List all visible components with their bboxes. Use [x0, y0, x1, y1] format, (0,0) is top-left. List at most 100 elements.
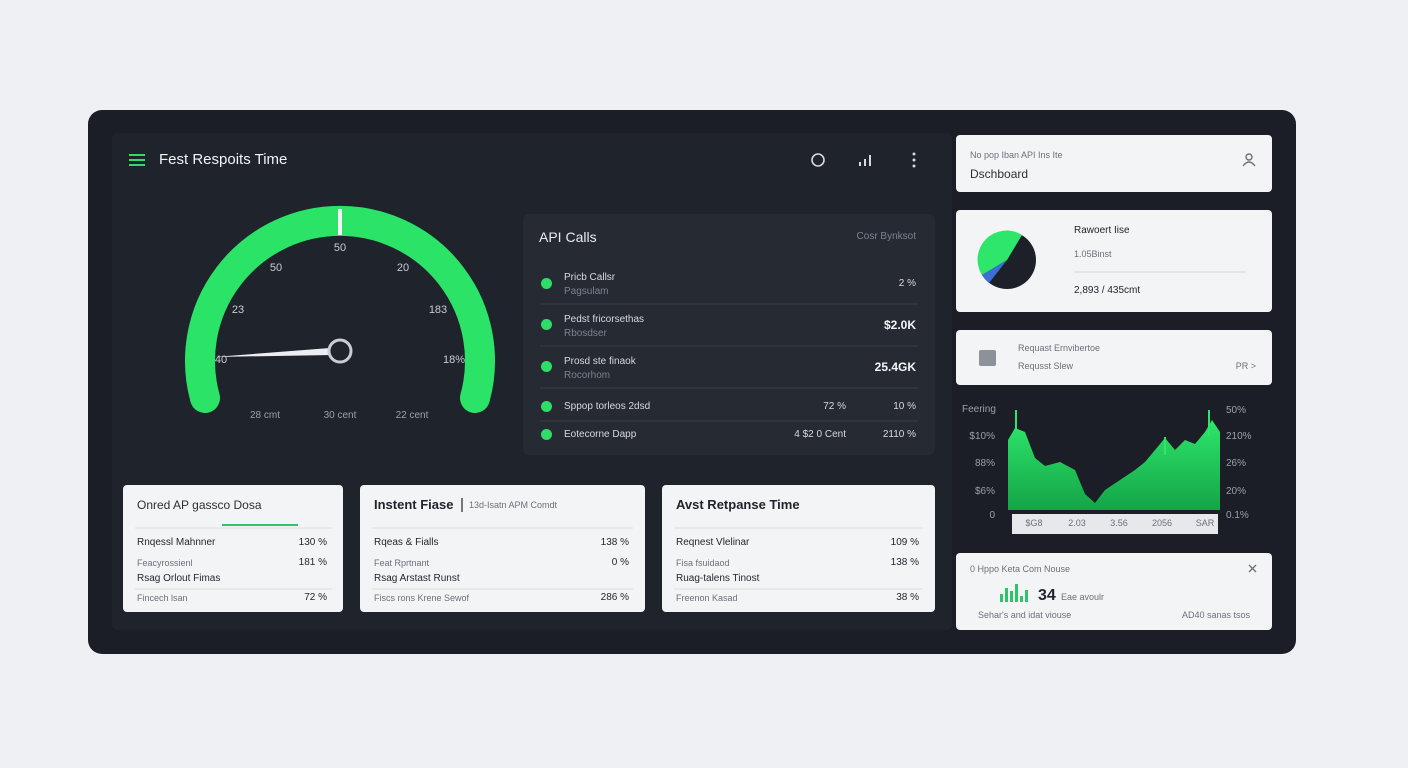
axis-label: 20%	[1226, 486, 1247, 497]
status-dot	[541, 278, 552, 289]
summary-bars	[1000, 584, 1028, 602]
caption: Requast Ernvibertoe	[1018, 343, 1101, 353]
row-extra: 4 $2 0 Cent	[794, 429, 846, 440]
row-label: Rsag Orlout Fimas	[137, 573, 221, 584]
request-icon	[979, 350, 996, 366]
row-label: Feacyrossienl	[137, 558, 193, 568]
stat-card	[662, 485, 935, 612]
user-icon[interactable]	[1242, 153, 1256, 167]
row-sublabel: Pagsulam	[564, 286, 609, 297]
summary-card	[956, 553, 1272, 630]
row-value: 286 %	[600, 592, 629, 603]
card-dividers	[135, 527, 923, 590]
row-value: 138 %	[890, 557, 919, 568]
gauge-needle	[214, 348, 332, 357]
row-label: Rqeas & Fialls	[374, 537, 439, 548]
axis-label: 0	[989, 510, 995, 521]
row-label: Ruag-talens Tinost	[676, 573, 760, 584]
caption: 0 Hppo Keta Com Nouse	[970, 564, 1071, 574]
card-title: API Calls	[539, 229, 597, 245]
row-label: Prosd ste finaok	[564, 356, 636, 367]
profile-card	[956, 135, 1272, 192]
page-title: Fest Respoits Time	[159, 151, 288, 168]
row-label: Reqnest Vlelinar	[676, 537, 750, 548]
row-value: 72 %	[304, 592, 327, 603]
row-extra: 72 %	[823, 401, 846, 412]
trend-peaks	[1015, 410, 1210, 455]
close-icon[interactable]	[1248, 564, 1257, 573]
gauge-label: 183	[428, 304, 448, 316]
profile-title: Dschboard	[970, 167, 1029, 181]
stat-card	[123, 485, 343, 612]
axis-label: $6%	[974, 486, 995, 497]
row-value: 109 %	[890, 537, 919, 548]
card-title: Rawoert Iise	[1074, 225, 1130, 236]
row-sublabel: Rocorhom	[564, 370, 611, 381]
row-label: Eotecorne Dapp	[564, 429, 637, 440]
axis-label: 88%	[974, 458, 995, 469]
trend-area	[1008, 420, 1220, 510]
gauge-label: 50	[269, 262, 283, 274]
pie-slice	[982, 260, 1007, 283]
pie-slice	[977, 230, 1022, 275]
metric: 2,893 / 435cmt	[1074, 285, 1141, 296]
count: 34	[1038, 587, 1056, 604]
axis-label: 2056	[1151, 518, 1173, 528]
row-label: Rsag Arstast Runst	[374, 573, 460, 584]
gauge-footer: 22 cent	[395, 410, 429, 421]
menu-icon[interactable]	[129, 154, 145, 166]
gauge-hub	[327, 338, 353, 364]
row-value: 181 %	[298, 557, 327, 568]
action-link: PR >	[1235, 361, 1256, 371]
api-row-dividers	[540, 303, 918, 422]
api-calls-card	[523, 214, 935, 455]
count-label: Eae avoulr	[1061, 592, 1105, 602]
card-title: Onred AP gassco Dosa	[137, 498, 262, 512]
gauge-label: 50	[333, 242, 347, 254]
row-value: 2110 %	[882, 429, 916, 440]
chart-title: Feering	[962, 404, 996, 415]
status-dot	[541, 319, 552, 330]
row-value: 10 %	[893, 401, 916, 412]
more-icon[interactable]	[912, 152, 916, 168]
row-label: Freenon Kasad	[676, 593, 738, 603]
axis-label: $G8	[1025, 518, 1043, 528]
gauge-label: 23	[231, 304, 245, 316]
row-label: Sppop torleos 2dsd	[564, 401, 651, 412]
row-value: 0 %	[611, 557, 629, 568]
row-label: Rnqessl Mahnner	[137, 537, 216, 548]
row-sublabel: Rbosdser	[564, 328, 607, 339]
card-subtitle: Cosr Bynksot	[856, 231, 916, 242]
response-card	[956, 210, 1272, 312]
gauge-footer: 30 cent	[323, 410, 357, 421]
caption: No pop Iban API Ins Ite	[970, 150, 1063, 160]
row-label: Fiscs rons Krene Sewof	[374, 593, 470, 603]
axis-label: 2.03	[1068, 518, 1086, 528]
card-title: Requsst Slew	[1018, 361, 1074, 371]
axis-label: 50%	[1226, 405, 1247, 416]
row-value: $2.0K	[883, 318, 916, 332]
row-value: 130 %	[298, 537, 327, 548]
row-label: Fincech lsan	[137, 593, 188, 603]
row-label: Pedst fricorsethas	[564, 314, 645, 325]
gauge-label: 20	[396, 262, 410, 274]
request-card	[956, 330, 1272, 385]
row-label: Pricb Callsr	[564, 272, 616, 283]
refresh-icon[interactable]	[811, 153, 825, 167]
link: AD40 sanas tsos	[1181, 610, 1250, 620]
axis-label: 0.1%	[1226, 510, 1249, 521]
row-label: Fisa fsuidaod	[676, 558, 730, 568]
row-value: 2 %	[898, 278, 916, 289]
row-label: Feat Rprtnant	[374, 558, 430, 568]
status-dot	[541, 361, 552, 372]
x-axis-band	[1012, 514, 1218, 534]
axis-label: 210%	[1226, 431, 1252, 442]
signal-icon[interactable]	[859, 155, 871, 166]
axis-label: $10%	[969, 431, 995, 442]
axis-label: 26%	[1226, 458, 1247, 469]
axis-label: SAR	[1195, 518, 1215, 528]
metric: 1.05Binst	[1074, 249, 1112, 259]
gauge-footer: 28 cmt	[249, 410, 280, 421]
